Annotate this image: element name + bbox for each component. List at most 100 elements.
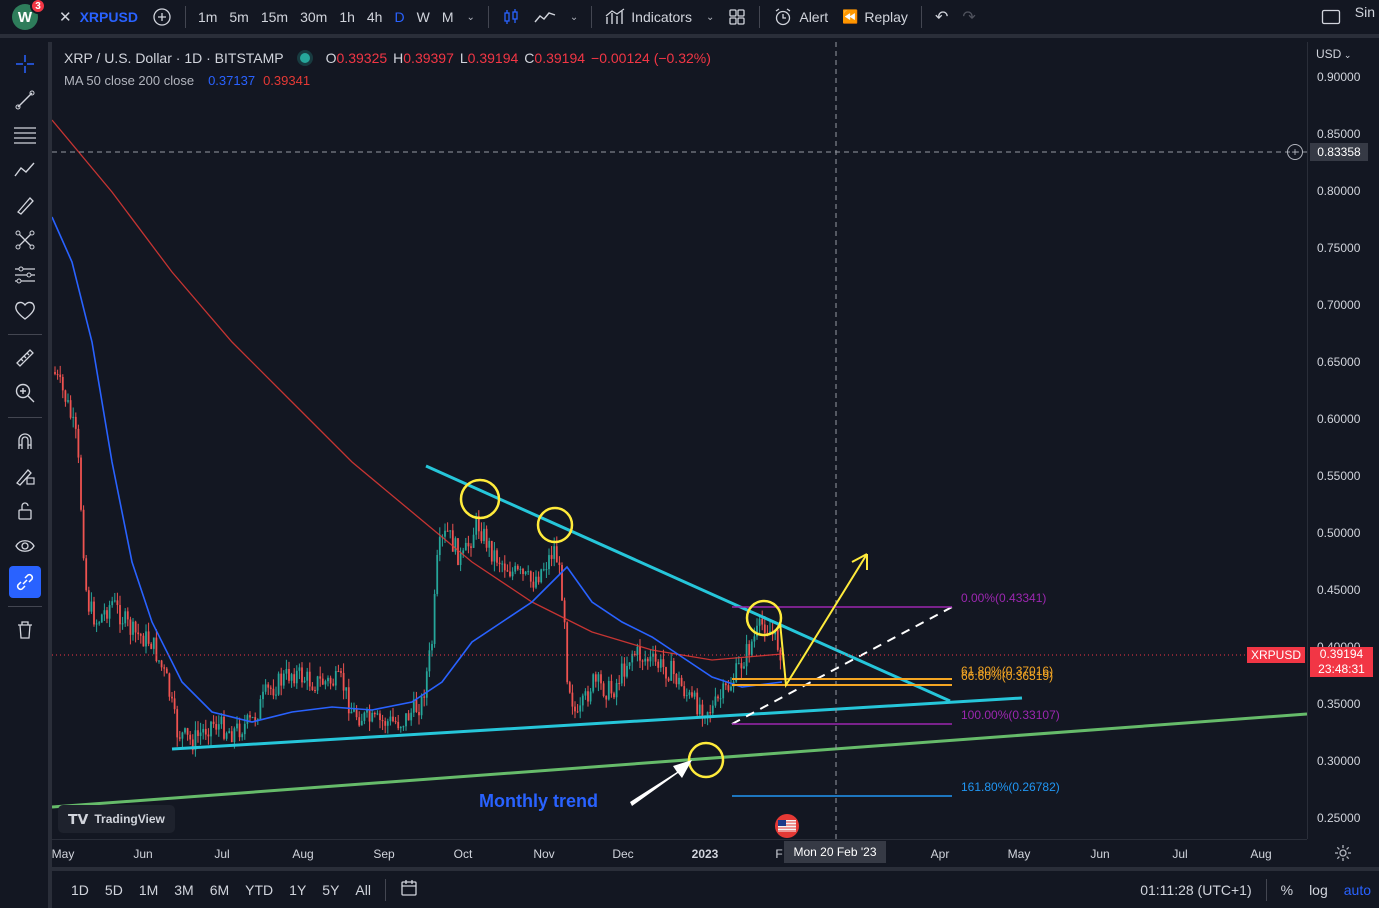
candle-body xyxy=(334,671,337,686)
timeframe-1m[interactable]: 1m xyxy=(197,9,218,25)
percent-toggle[interactable]: % xyxy=(1280,881,1294,898)
fib-label-100: 100.00%(0.33107) xyxy=(961,708,1060,722)
crosshair-tool[interactable] xyxy=(9,48,41,80)
tradingview-watermark[interactable]: 𝗧𝗩 TradingView xyxy=(58,805,175,833)
candles-chart-type-button[interactable] xyxy=(495,0,527,36)
range-1m[interactable]: 1M xyxy=(138,881,159,898)
divider xyxy=(1265,878,1267,901)
candle-body xyxy=(389,716,392,722)
range-ytd[interactable]: YTD xyxy=(245,881,274,898)
timeframe-M[interactable]: M xyxy=(441,9,454,25)
symbol-title[interactable]: XRP / U.S. Dollar · 1D · BITSTAMP xyxy=(64,50,284,66)
candle-body xyxy=(610,680,613,694)
timeframe-30m[interactable]: 30m xyxy=(300,9,328,25)
ma200-line xyxy=(52,119,783,661)
timeframe-4h[interactable]: 4h xyxy=(366,9,383,25)
candle-body xyxy=(204,728,207,735)
range-1d[interactable]: 1D xyxy=(71,881,89,898)
open-label: O xyxy=(325,50,337,66)
alert-label: Alert xyxy=(799,9,829,25)
undo-button[interactable]: ↶ xyxy=(928,0,955,36)
remove-drawings-tool[interactable] xyxy=(9,614,41,646)
candle-body xyxy=(98,622,101,624)
sync-drawings-tool[interactable] xyxy=(9,566,41,598)
change-value: −0.00124 (−0.32%) xyxy=(591,50,711,66)
gear-icon xyxy=(1335,845,1351,861)
range-1y[interactable]: 1Y xyxy=(289,881,307,898)
compare-add-button[interactable] xyxy=(145,0,179,36)
candle-body xyxy=(506,570,509,572)
favorites-tool[interactable] xyxy=(9,294,41,326)
measure-tool[interactable] xyxy=(9,342,41,374)
stay-drawing-tool[interactable] xyxy=(9,460,41,492)
symbol-name[interactable]: XRPUSD xyxy=(79,9,138,25)
add-alert-plus-icon[interactable]: + xyxy=(1287,144,1303,160)
candle-body xyxy=(293,674,296,684)
candle-body xyxy=(134,621,137,633)
timeframe-dropdown[interactable]: ⌄ xyxy=(459,0,481,36)
candle-body xyxy=(347,687,350,714)
candle-body xyxy=(259,699,262,720)
auto-toggle[interactable]: auto xyxy=(1343,881,1371,898)
alert-button[interactable]: Alert xyxy=(766,0,835,36)
timeframe-1h[interactable]: 1h xyxy=(339,9,355,25)
magnet-tool[interactable] xyxy=(9,425,41,457)
range-all[interactable]: All xyxy=(355,881,371,898)
timeframe-W[interactable]: W xyxy=(416,9,430,25)
brush-tool[interactable] xyxy=(9,189,41,221)
indicators-button[interactable]: Indicators xyxy=(598,0,699,36)
candle-body xyxy=(142,635,145,647)
trend-line-tool[interactable] xyxy=(9,84,41,116)
divider xyxy=(8,417,42,418)
shapes-tool[interactable] xyxy=(9,224,41,256)
indicators-dropdown[interactable]: ⌄ xyxy=(699,0,721,36)
redo-button[interactable]: ↷ xyxy=(955,0,982,36)
timeframe-15m[interactable]: 15m xyxy=(260,9,289,25)
range-5d[interactable]: 5D xyxy=(104,881,123,898)
range-6m[interactable]: 6M xyxy=(209,881,230,898)
candle-body xyxy=(639,646,641,661)
candle-body xyxy=(139,634,142,636)
time-tick: May xyxy=(51,847,75,861)
currency-selector[interactable]: USD ⌄ xyxy=(1316,47,1351,61)
timescale-settings-button[interactable] xyxy=(1334,844,1352,867)
candle-body xyxy=(555,546,558,563)
layouts-button[interactable] xyxy=(721,0,753,36)
ma-legend[interactable]: MA 50 close 200 close 0.37137 0.39341 xyxy=(64,73,310,88)
text-tool[interactable] xyxy=(9,259,41,291)
pattern-tool[interactable] xyxy=(9,154,41,186)
range-3m[interactable]: 3M xyxy=(174,881,194,898)
price-chart[interactable] xyxy=(52,42,1307,839)
sign-in-button[interactable]: Sin xyxy=(1348,0,1379,36)
high-label: H xyxy=(393,50,404,66)
magnet-icon xyxy=(18,433,32,449)
zoom-tool[interactable] xyxy=(9,377,41,409)
candle-body xyxy=(111,601,114,606)
close-icon[interactable]: ✕ xyxy=(59,9,72,26)
time-scale[interactable] xyxy=(52,839,1307,867)
price-scale[interactable] xyxy=(1307,42,1379,839)
log-toggle[interactable]: log xyxy=(1309,881,1328,898)
chart-type-dropdown[interactable]: ⌄ xyxy=(563,0,585,36)
timeframe-D[interactable]: D xyxy=(394,9,405,25)
candle-body xyxy=(415,699,418,713)
clock-timezone[interactable]: 01:11:28 (UTC+1) xyxy=(1140,881,1252,898)
replay-button[interactable]: ⏪ Replay xyxy=(835,0,915,36)
symbol-search[interactable]: ✕ XRPUSD xyxy=(52,0,145,36)
lock-drawings-tool[interactable] xyxy=(9,495,41,527)
timeframe-5m[interactable]: 5m xyxy=(229,9,249,25)
candle-body xyxy=(620,663,623,684)
candle-body xyxy=(475,515,478,535)
candle-body xyxy=(132,621,134,635)
candle-body xyxy=(194,730,197,751)
line-chart-type-button[interactable] xyxy=(527,0,563,36)
fib-label-666: 66.60%(0.36519) xyxy=(961,669,1054,683)
candle-body xyxy=(665,667,667,679)
user-avatar[interactable]: W 3 xyxy=(12,0,46,30)
range-5y[interactable]: 5Y xyxy=(322,881,340,898)
fib-tool[interactable] xyxy=(9,119,41,151)
fullscreen-button[interactable] xyxy=(1314,0,1348,36)
hide-drawings-tool[interactable] xyxy=(9,530,41,562)
date-range-button[interactable] xyxy=(392,879,426,900)
candle-body xyxy=(753,636,756,642)
